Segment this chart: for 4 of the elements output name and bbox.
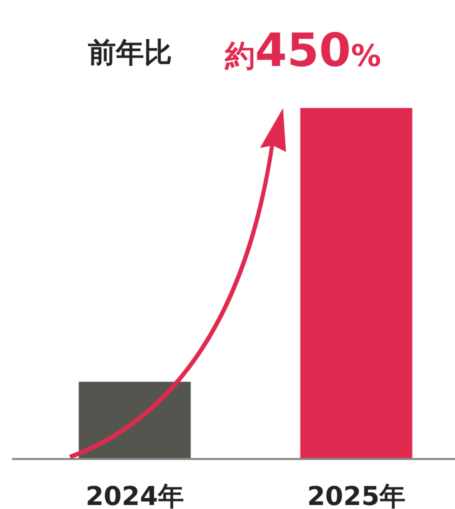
x-tick-label: 2025年 — [307, 482, 406, 509]
chart-title: 前年比 — [87, 36, 172, 69]
text: 約450% — [224, 23, 382, 77]
x-tick-label: 2024年 — [86, 482, 184, 509]
